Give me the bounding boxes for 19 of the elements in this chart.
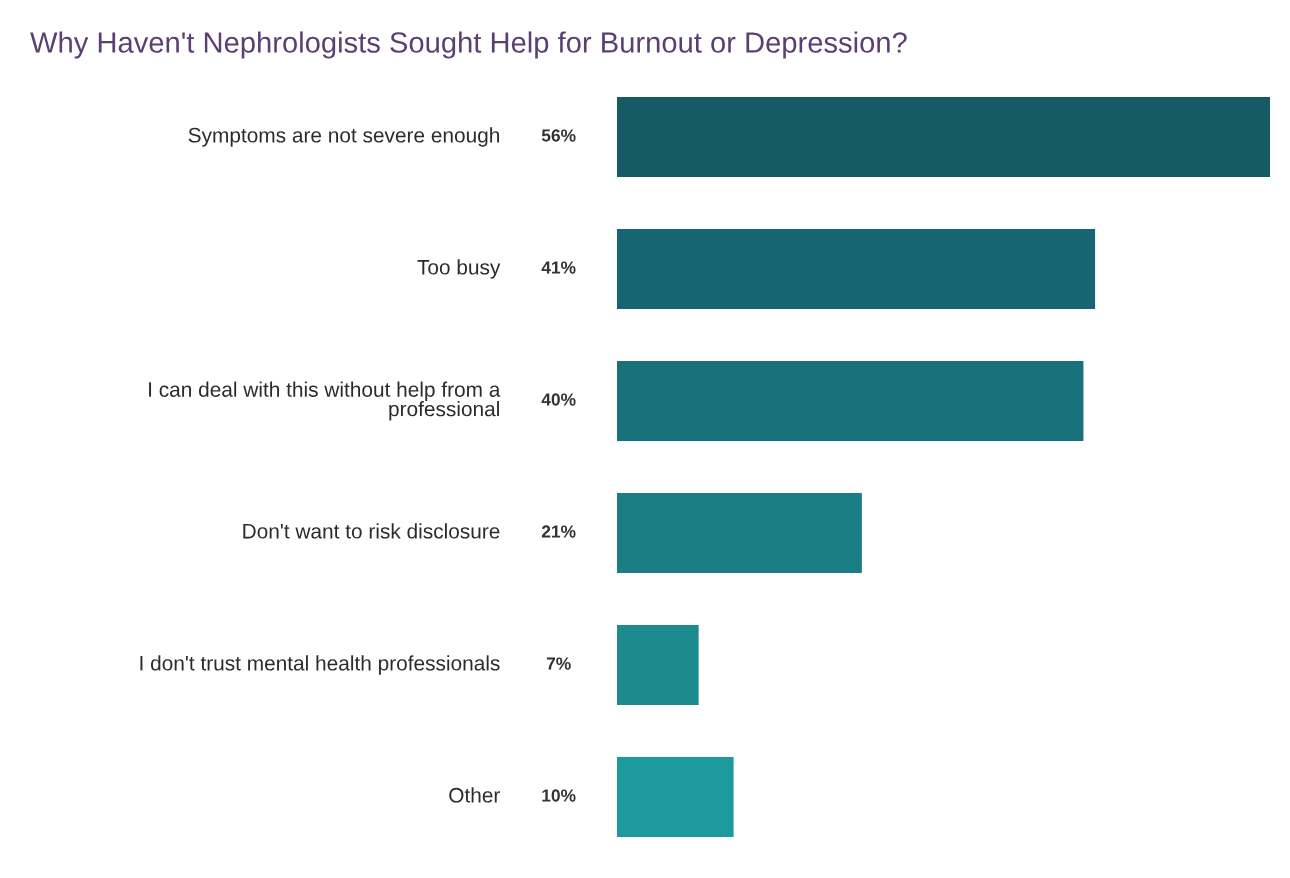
data-label: 40%	[541, 393, 576, 406]
chart-title: Why Haven't Nephrologists Sought Help for Burnout or Depression?	[30, 31, 907, 59]
data-label: 56%	[541, 129, 576, 142]
data-label: 7%	[546, 657, 571, 670]
data-label: 21%	[541, 525, 576, 538]
bar	[617, 493, 862, 573]
data-label: 41%	[541, 261, 576, 274]
bar	[617, 757, 734, 837]
bar	[617, 97, 1270, 177]
y-tick-label: Don't want to risk disclosure	[243, 523, 500, 539]
bar	[617, 361, 1084, 441]
y-tick-label: I can deal with this without help from a professional	[149, 381, 501, 421]
bar	[617, 229, 1096, 309]
y-tick-label: I don't trust mental health professionals	[140, 655, 500, 675]
y-tick-label: Symptoms are not severe enough	[188, 127, 499, 147]
y-tick-label: Other	[449, 787, 500, 803]
y-tick-label: Too busy	[417, 259, 501, 279]
bar	[617, 625, 699, 705]
data-label: 10%	[542, 789, 576, 802]
